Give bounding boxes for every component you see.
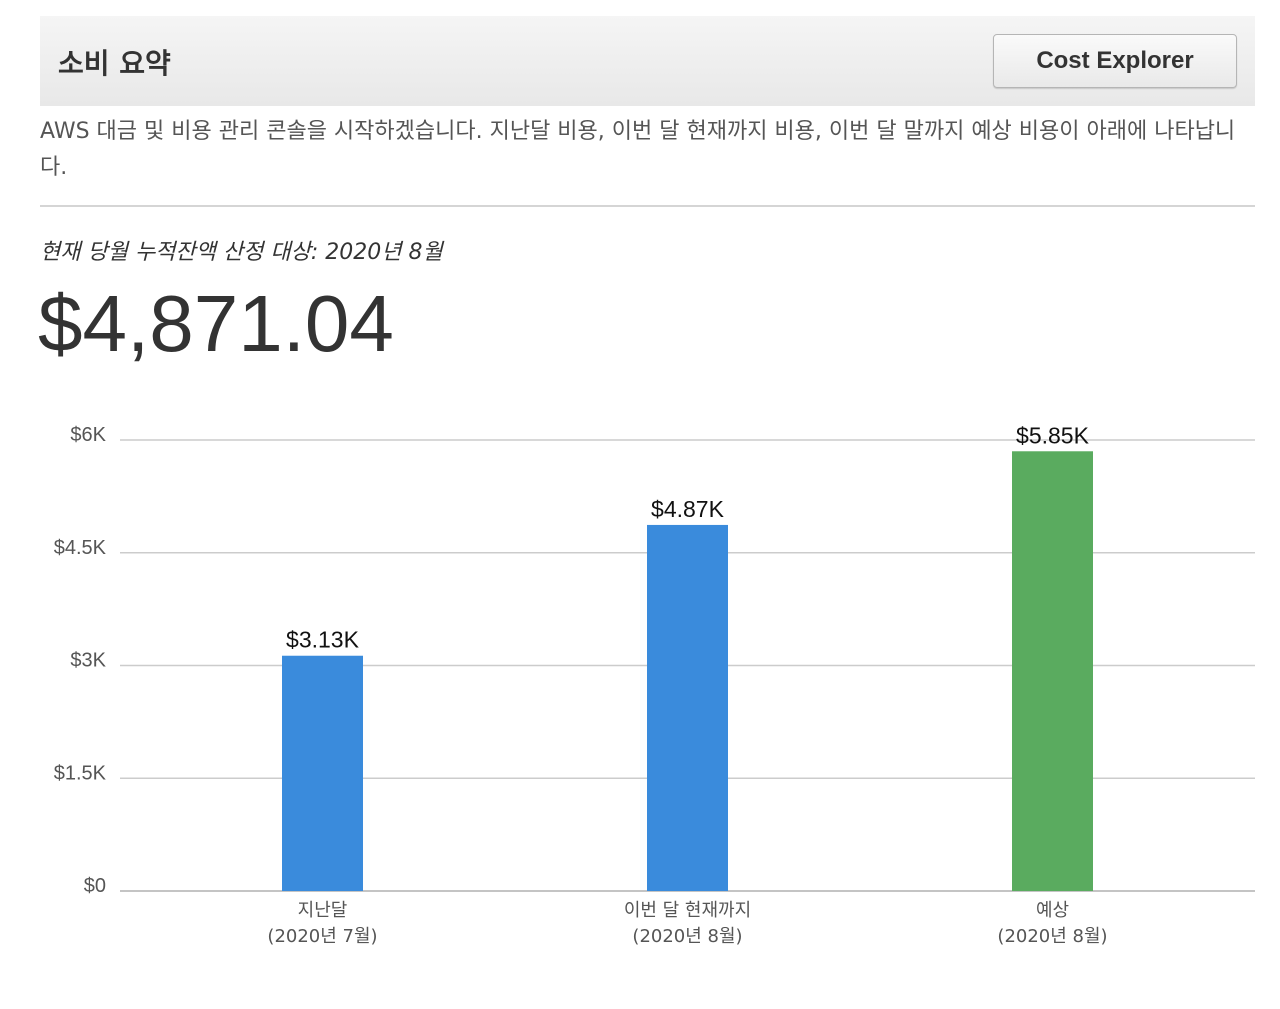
- y-tick-label: $1.5K: [54, 762, 107, 784]
- panel-header: 소비 요약 Cost Explorer: [40, 16, 1255, 106]
- bar: [282, 655, 363, 891]
- x-category-label: 지난달: [298, 900, 348, 921]
- chart-bars: [282, 451, 1093, 891]
- divider: [40, 205, 1255, 207]
- bar: [1012, 451, 1093, 891]
- chart-x-axis: 지난달 (2020년 7월) 이번 달 현재까지 (2020년 8월) 예상 (2020년…: [267, 900, 1107, 947]
- cost-explorer-button[interactable]: Cost Explorer: [993, 34, 1237, 88]
- bar-value-label: $3.13K: [286, 627, 360, 653]
- panel-title: 소비 요약: [58, 47, 171, 80]
- total-amount: $4,871.04: [38, 279, 394, 368]
- spend-bar-chart: $0 $1.5K $3K $4.5K $6K $3.13K $4.87K $5.85K 지난…: [54, 422, 1255, 947]
- bar: [647, 524, 728, 891]
- period-label: 현재 당월 누적잔액 산정 대상: 2020년 8월: [40, 240, 443, 265]
- spend-summary-panel: 소비 요약 Cost Explorer: [40, 16, 1255, 106]
- x-category-label: (2020년 7월): [267, 926, 377, 947]
- x-category-label: 이번 달 현재까지: [624, 900, 751, 921]
- bar-value-label: $4.87K: [651, 496, 725, 522]
- y-tick-label: $0: [84, 875, 106, 897]
- chart-y-axis: $0 $1.5K $3K $4.5K $6K: [54, 424, 107, 897]
- x-category-label: (2020년 8월): [997, 926, 1107, 947]
- chart-value-labels: $3.13K $4.87K $5.85K: [286, 422, 1090, 652]
- x-category-label: (2020년 8월): [632, 926, 742, 947]
- y-tick-label: $4.5K: [54, 537, 107, 559]
- bar-value-label: $5.85K: [1016, 422, 1090, 448]
- y-tick-label: $3K: [70, 650, 106, 672]
- y-tick-label: $6K: [70, 424, 106, 446]
- x-category-label: 예상: [1036, 900, 1069, 921]
- panel-description: AWS 대금 및 비용 관리 콘솔을 시작하겠습니다. 지난달 비용, 이번 달…: [40, 119, 1236, 180]
